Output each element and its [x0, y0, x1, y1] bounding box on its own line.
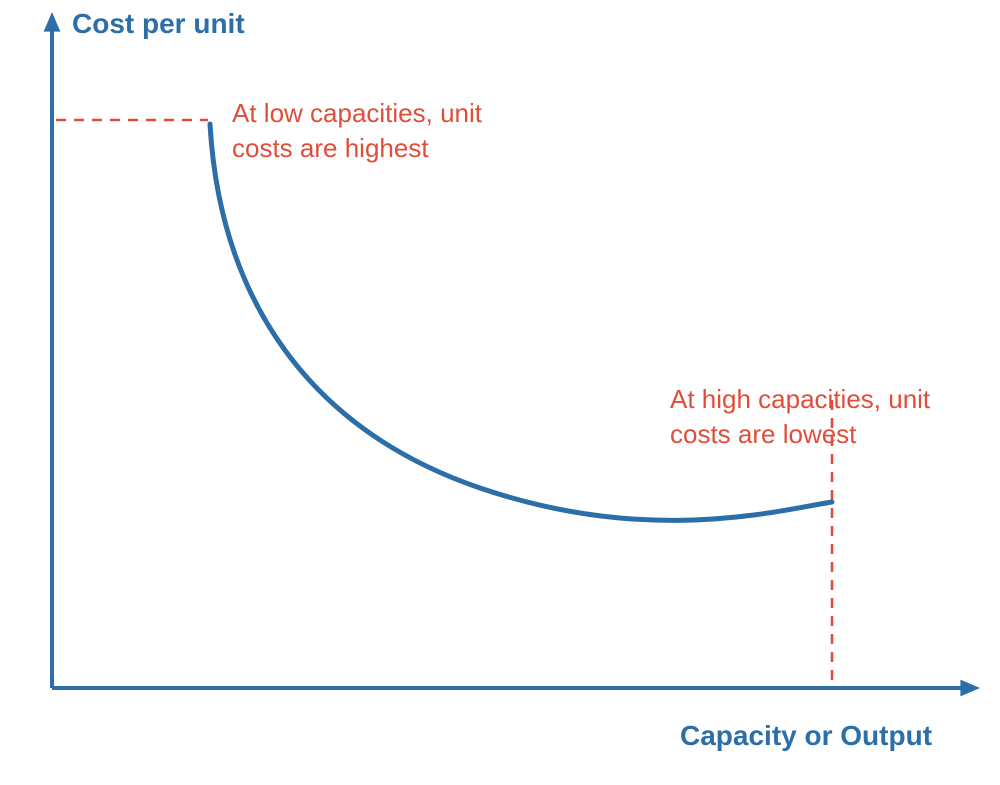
y-axis-arrowhead-icon	[44, 12, 61, 32]
annotation-low-line2: costs are highest	[232, 133, 429, 163]
economies-of-scale-chart: Cost per unit Capacity or Output At low …	[0, 0, 1000, 780]
cost-curve	[210, 124, 832, 520]
annotation-low-capacity: At low capacities, unit costs are highes…	[232, 96, 482, 166]
annotation-high-line2: costs are lowest	[670, 419, 856, 449]
x-axis-label: Capacity or Output	[680, 720, 932, 752]
annotation-high-line1: At high capacities, unit	[670, 384, 930, 414]
annotation-high-capacity: At high capacities, unit costs are lowes…	[670, 382, 930, 452]
x-axis-arrowhead-icon	[960, 680, 980, 697]
annotation-low-line1: At low capacities, unit	[232, 98, 482, 128]
y-axis-label: Cost per unit	[72, 8, 245, 40]
